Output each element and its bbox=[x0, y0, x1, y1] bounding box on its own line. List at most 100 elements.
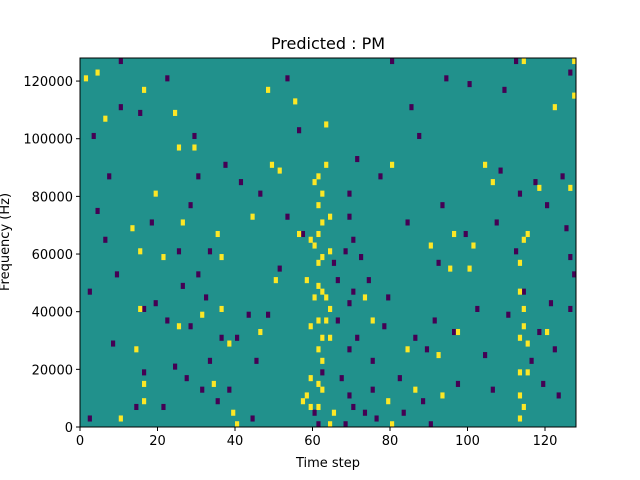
low-value-cell bbox=[370, 357, 375, 364]
low-value-cell bbox=[494, 219, 499, 226]
high-value-cell bbox=[568, 184, 573, 191]
low-value-cell bbox=[134, 403, 139, 411]
low-value-cell bbox=[215, 398, 220, 405]
low-value-cell bbox=[142, 369, 147, 376]
low-value-cell bbox=[165, 317, 170, 324]
low-value-cell bbox=[386, 294, 391, 301]
high-value-cell bbox=[448, 265, 453, 272]
low-value-cell bbox=[188, 323, 193, 330]
low-value-cell bbox=[390, 58, 395, 65]
high-value-cell bbox=[328, 213, 333, 220]
y-axis-label: Frequency (Hz) bbox=[0, 193, 13, 291]
high-value-cell bbox=[219, 305, 224, 312]
x-axis-label: Time step bbox=[295, 456, 360, 471]
high-value-cell bbox=[320, 386, 325, 393]
high-value-cell bbox=[227, 340, 232, 347]
low-value-cell bbox=[312, 409, 317, 416]
low-value-cell bbox=[490, 386, 495, 393]
low-value-cell bbox=[339, 375, 344, 382]
high-value-cell bbox=[192, 144, 197, 151]
low-value-cell bbox=[335, 277, 340, 284]
low-value-cell bbox=[378, 173, 383, 180]
low-value-cell bbox=[188, 202, 193, 209]
low-value-cell bbox=[95, 207, 100, 214]
low-value-cell bbox=[246, 311, 251, 318]
low-value-cell bbox=[374, 415, 379, 422]
high-value-cell bbox=[362, 294, 368, 301]
high-value-cell bbox=[572, 92, 577, 99]
low-value-cell bbox=[483, 352, 488, 359]
high-value-cell bbox=[525, 230, 530, 238]
high-value-cell bbox=[324, 294, 329, 301]
high-value-cell bbox=[525, 340, 530, 347]
high-value-cell bbox=[331, 409, 337, 416]
low-value-cell bbox=[514, 58, 519, 65]
high-value-cell bbox=[138, 248, 143, 255]
high-value-cell bbox=[521, 305, 526, 312]
x-tick-label: 120 bbox=[533, 434, 558, 449]
high-value-cell bbox=[517, 415, 523, 422]
y-tick-label: 80000 bbox=[32, 190, 73, 205]
high-value-cell bbox=[521, 403, 526, 411]
high-value-cell bbox=[142, 86, 147, 93]
high-value-cell bbox=[142, 380, 147, 387]
y-tick-label: 0 bbox=[65, 421, 73, 436]
high-value-cell bbox=[316, 259, 321, 266]
high-value-cell bbox=[517, 392, 523, 399]
low-value-cell bbox=[568, 69, 573, 76]
low-value-cell bbox=[196, 271, 201, 278]
high-value-cell bbox=[316, 173, 321, 180]
high-value-cell bbox=[521, 236, 526, 243]
low-value-cell bbox=[320, 369, 325, 376]
low-value-cell bbox=[153, 300, 158, 307]
low-value-cell bbox=[351, 403, 356, 411]
high-value-cell bbox=[320, 219, 325, 226]
low-value-cell bbox=[184, 375, 189, 382]
low-value-cell bbox=[285, 213, 290, 220]
high-value-cell bbox=[161, 254, 166, 261]
low-value-cell bbox=[347, 346, 352, 353]
low-value-cell bbox=[556, 392, 561, 399]
low-value-cell bbox=[87, 415, 92, 422]
high-value-cell bbox=[235, 421, 240, 428]
low-value-cell bbox=[548, 300, 554, 307]
low-value-cell bbox=[514, 248, 519, 255]
plot-frame bbox=[79, 57, 577, 428]
high-value-cell bbox=[490, 179, 495, 186]
high-value-cell bbox=[180, 219, 185, 226]
low-value-cell bbox=[207, 357, 213, 364]
high-value-cell bbox=[266, 86, 271, 93]
low-value-cell bbox=[254, 357, 259, 364]
low-value-cell bbox=[421, 398, 426, 405]
high-value-cell bbox=[370, 317, 375, 324]
low-value-cell bbox=[432, 317, 437, 324]
low-value-cell bbox=[266, 311, 271, 318]
low-value-cell bbox=[413, 334, 418, 341]
y-axis-ticks: 0 20000 40000 60000 80000 100000 120000 bbox=[23, 75, 80, 436]
x-tick-label: 100 bbox=[455, 434, 480, 449]
low-value-cell bbox=[277, 265, 282, 272]
high-value-cell bbox=[231, 409, 236, 416]
low-value-cell bbox=[91, 132, 96, 140]
high-value-cell bbox=[328, 248, 333, 255]
high-value-cell bbox=[328, 421, 333, 428]
high-value-cell bbox=[517, 369, 523, 376]
high-value-cell bbox=[316, 403, 321, 411]
low-value-cell bbox=[118, 58, 123, 65]
high-value-cell bbox=[316, 282, 321, 289]
low-value-cell bbox=[351, 288, 356, 295]
x-tick-label: 40 bbox=[227, 434, 244, 449]
low-value-cell bbox=[258, 190, 263, 197]
low-value-cell bbox=[207, 248, 213, 255]
high-value-cell bbox=[304, 392, 309, 399]
high-value-cell bbox=[219, 254, 224, 261]
high-value-cell bbox=[324, 317, 329, 324]
low-value-cell bbox=[343, 248, 348, 255]
low-value-cell bbox=[444, 75, 449, 82]
low-value-cell bbox=[250, 415, 255, 422]
low-value-cell bbox=[455, 380, 461, 387]
low-value-cell bbox=[285, 75, 290, 82]
low-value-cell bbox=[238, 179, 244, 186]
high-value-cell bbox=[552, 104, 557, 111]
